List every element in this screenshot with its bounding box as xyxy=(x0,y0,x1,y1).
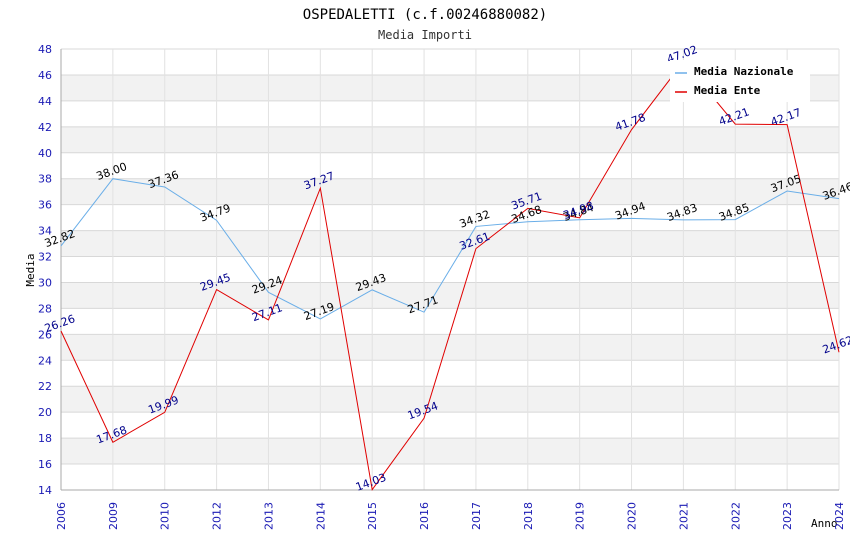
grid-band xyxy=(61,282,839,309)
data-label-ente: 26.26 xyxy=(43,312,77,335)
y-tick-label: 16 xyxy=(38,458,52,471)
legend-box xyxy=(670,60,810,102)
y-tick-label: 40 xyxy=(38,147,52,160)
y-tick-label: 32 xyxy=(38,251,52,264)
y-tick-label: 26 xyxy=(38,328,52,341)
y-tick-labels: 14 16 18 20 22 24 26 28 30 32 34 36 38 40 42 44 46 48 xyxy=(38,43,52,497)
grid-band xyxy=(61,126,839,153)
x-tick-label: 2023 xyxy=(781,502,794,530)
x-tick-labels: 2006 2009 2010 2012 2013 2014 2015 2016 2017 2018… xyxy=(55,502,846,530)
x-tick-label: 2009 xyxy=(107,502,120,530)
x-tick-label: 2017 xyxy=(470,502,483,530)
x-tick-label: 2015 xyxy=(366,502,379,530)
x-tick-label: 2022 xyxy=(729,502,742,530)
y-tick-label: 28 xyxy=(38,302,52,315)
y-tick-label: 34 xyxy=(38,225,52,238)
grid-band xyxy=(61,178,839,205)
chart-title: OSPEDALETTI (c.f.00246880082) xyxy=(303,7,547,23)
y-tick-label: 48 xyxy=(38,43,52,56)
grid-bands xyxy=(61,74,839,465)
y-tick-label: 14 xyxy=(38,484,52,497)
x-tick-label: 2019 xyxy=(574,502,587,530)
x-tick-label: 2012 xyxy=(211,502,224,530)
y-tick-label: 30 xyxy=(38,276,52,289)
y-tick-label: 46 xyxy=(38,69,52,82)
data-label-nazionale: 34.32 xyxy=(458,208,492,231)
y-tick-label: 20 xyxy=(38,406,52,419)
x-tick-label: 2006 xyxy=(55,502,68,530)
series-line-nazionale xyxy=(60,178,840,320)
y-tick-label: 18 xyxy=(38,432,52,445)
y-tick-label: 42 xyxy=(38,121,52,134)
y-tick-label: 44 xyxy=(38,95,52,108)
grid-band xyxy=(61,334,839,361)
y-tick-label: 36 xyxy=(38,199,52,212)
data-label-ente: 42.17 xyxy=(769,106,803,129)
chart-subtitle: Media Importi xyxy=(378,28,472,42)
y-tick-label: 38 xyxy=(38,173,52,186)
y-tick-label: 24 xyxy=(38,354,52,367)
x-axis-label: Anno xyxy=(811,517,838,530)
grid-band xyxy=(61,230,839,257)
x-tick-label: 2021 xyxy=(677,502,690,530)
x-tick-label: 2024 xyxy=(833,502,846,530)
legend: Media Nazionale Media Ente xyxy=(670,60,810,102)
x-tick-label: 2016 xyxy=(418,502,431,530)
x-tick-label: 2018 xyxy=(522,502,535,530)
y-tick-label: 22 xyxy=(38,380,52,393)
x-gridlines xyxy=(60,49,840,490)
x-tick-label: 2014 xyxy=(314,502,327,530)
legend-label-nazionale: Media Nazionale xyxy=(694,65,794,78)
grid-band xyxy=(61,438,839,465)
x-tick-label: 2013 xyxy=(262,502,275,530)
x-tick-label: 2020 xyxy=(626,502,639,530)
y-axis-label: Media xyxy=(24,253,37,286)
x-tick-label: 2010 xyxy=(159,502,172,530)
legend-label-ente: Media Ente xyxy=(694,84,761,97)
grid-band xyxy=(61,386,839,413)
